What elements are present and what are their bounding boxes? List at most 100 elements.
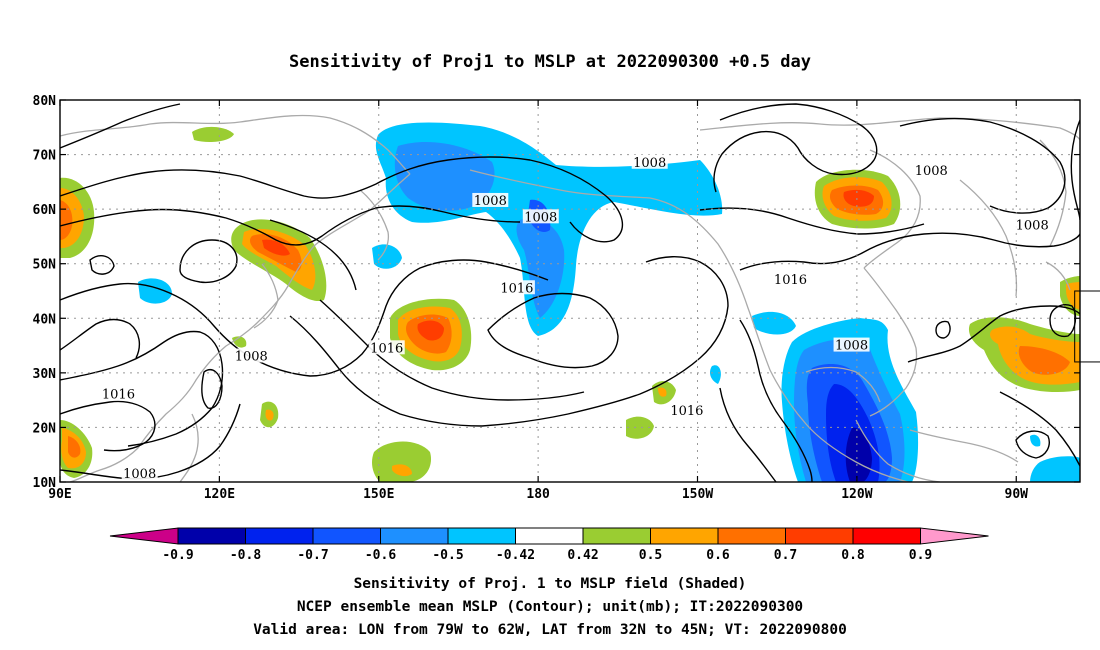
caption-line-3: Valid area: LON from 79W to 62W, LAT fro… — [253, 622, 847, 638]
negative-sensitivity-area — [710, 365, 721, 384]
positive-sensitivity-area — [417, 320, 444, 341]
mslp-contours — [60, 103, 1080, 482]
map-frame — [59, 99, 1081, 483]
colorbar-label: -0.5 — [432, 548, 463, 563]
colorbar-label: 0.6 — [706, 548, 730, 563]
mslp-contour-line — [487, 292, 619, 369]
contour-label: 1008 — [474, 194, 507, 209]
map-axes: 90E120E150E180150W120W90W60W80N70N60N50N… — [33, 94, 1080, 502]
y-axis-tick-label: 70N — [33, 149, 57, 164]
contour-label-backdrop — [1081, 362, 1100, 376]
mslp-contour-line — [60, 330, 224, 447]
mslp-contour-line — [289, 256, 729, 427]
y-axis-tick-label: 40N — [33, 312, 57, 327]
y-axis-tick-label: 20N — [33, 421, 57, 436]
negative-sensitivity-area — [372, 244, 402, 269]
contour-label: 1008 — [915, 164, 948, 179]
mslp-contour-line — [60, 400, 156, 452]
valid-area-box — [1074, 290, 1100, 363]
negative-sensitivity-area — [1030, 456, 1080, 482]
mslp-contour-line — [60, 318, 141, 359]
colorbar-swatch — [785, 527, 854, 545]
colorbar-swatch — [717, 527, 786, 545]
contour-label-backdrop — [833, 337, 870, 352]
positive-sensitivity-area — [192, 126, 234, 142]
positive-sensitivity-area — [626, 416, 654, 439]
contour-label-backdrop — [668, 403, 705, 418]
positive-sensitivity-area — [658, 387, 667, 397]
colorbar-swatch — [582, 527, 651, 545]
coastline-asia-arctic — [60, 114, 411, 175]
colorbar-swatch — [515, 527, 584, 545]
mslp-contour-line — [999, 391, 1080, 467]
mslp-contour-line — [201, 368, 223, 409]
mslp-contour-line — [60, 156, 624, 243]
mslp-contour-line — [899, 117, 1066, 214]
mslp-contour-line — [60, 403, 241, 480]
colorbar-extend-left — [109, 527, 179, 545]
contour-label: 1016 — [500, 281, 533, 296]
contour-label: 1016 — [1079, 240, 1100, 255]
colorbar-swatch — [245, 527, 314, 545]
mslp-contour-line — [713, 103, 878, 193]
x-axis-tick-label: 150E — [363, 487, 394, 502]
coastline-japan — [253, 263, 279, 329]
y-axis-tick-label: 30N — [33, 367, 57, 382]
contour-label: 1016 — [370, 341, 403, 356]
coastline-us-east — [863, 267, 918, 417]
x-axis-tick-label: 90E — [48, 487, 71, 502]
mslp-contour-labels: 1008 1008 1008 1008 1008 1016 1016 1016 1016 1008… — [100, 154, 1100, 482]
mslp-contour-line — [60, 103, 181, 149]
caption-line-1: Sensitivity of Proj. 1 to MSLP field (Sh… — [354, 576, 747, 592]
colorbar-swatch — [447, 527, 516, 545]
positive-sensitivity-area — [392, 464, 412, 477]
coastline-hudson-bay — [863, 149, 921, 269]
colorbar-swatch — [650, 527, 719, 545]
coastline-alaska — [469, 169, 909, 482]
mslp-contour-line — [60, 205, 521, 246]
colorbar-label: -0.6 — [365, 548, 396, 563]
mslp-contour-line — [1049, 304, 1077, 338]
contour-label-backdrop — [472, 192, 509, 207]
mslp-contour-line — [89, 255, 115, 275]
contour-label-backdrop — [631, 154, 668, 169]
mslp-contour-line — [739, 232, 1080, 271]
coastline-kamchatka — [359, 189, 390, 261]
coastlines — [60, 114, 1080, 482]
colorbar-label: -0.7 — [297, 548, 328, 563]
x-axis-tick-label: 180 — [526, 487, 550, 502]
mslp-contour-line — [739, 319, 813, 482]
figure-title: Sensitivity of Proj1 to MSLP at 20220903… — [289, 52, 811, 72]
colorbar-label: 0.7 — [774, 548, 797, 563]
contour-label-backdrop — [522, 209, 559, 224]
colorbar-label: 0.9 — [909, 548, 932, 563]
positive-sensitivity-area — [372, 441, 432, 482]
colorbar-label: -0.8 — [230, 548, 261, 563]
contour-label-backdrop — [913, 162, 950, 177]
colorbar-swatch — [177, 527, 246, 545]
contour-label-backdrop — [498, 280, 535, 295]
mslp-contour-line — [699, 207, 925, 235]
coastline-philippines — [179, 413, 199, 482]
mslp-contour-line — [60, 259, 549, 377]
mslp-contour-line — [935, 320, 951, 339]
x-axis-tick-label: 120W — [841, 487, 872, 502]
mslp-contour-line — [1070, 119, 1080, 221]
coastline-caribbean — [909, 429, 1019, 463]
coastline-central-america — [855, 419, 941, 482]
colorbar-label: 0.8 — [841, 548, 865, 563]
map-panel: 1008 1008 1008 1008 1008 1016 1016 1016 1016 1008… — [33, 94, 1100, 502]
x-axis-tick-label: 150W — [682, 487, 713, 502]
contour-label-backdrop — [100, 386, 137, 401]
negative-sensitivity-area — [394, 141, 495, 211]
positive-sensitivity-area — [68, 436, 81, 458]
negative-sensitivity-area — [845, 427, 872, 482]
colorbar: -0.9 -0.8 -0.7 -0.6 -0.5 -0.42 0.42 0.5 0.6 0.7 0.… — [109, 527, 989, 563]
figure-captions: Sensitivity of Proj. 1 to MSLP field (Sh… — [253, 576, 847, 638]
y-axis-tick-label: 80N — [33, 94, 57, 109]
coastline-labrador — [959, 179, 1018, 297]
colorbar-label: -0.9 — [162, 548, 193, 563]
x-axis-tick-label: 120E — [204, 487, 235, 502]
negative-sensitivity-area — [138, 278, 172, 304]
